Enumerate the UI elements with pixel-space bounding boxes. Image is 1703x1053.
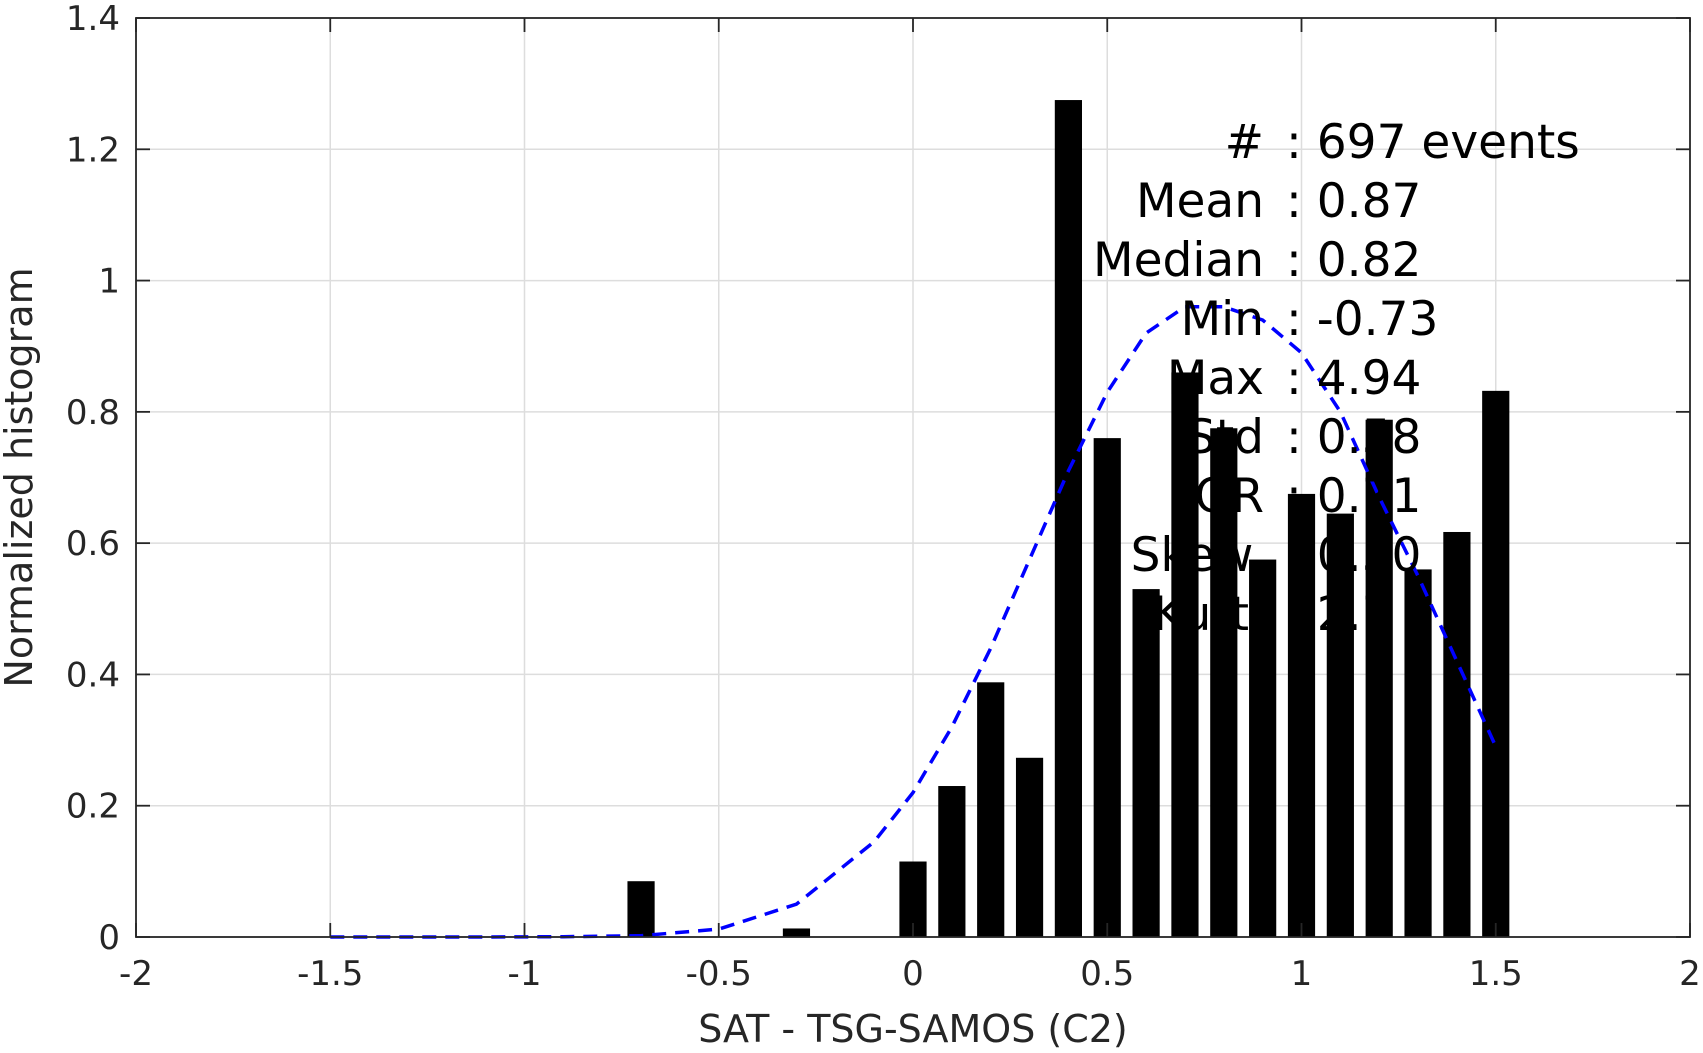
histogram-bar [782,928,811,937]
stat-label: Std [1186,410,1264,465]
y-tick-label: 0.2 [66,787,120,827]
stat-value: : 0.82 [1286,233,1421,288]
x-tick-label: 1.5 [1469,954,1523,994]
y-axis-label: Normalized histogram [0,267,41,687]
y-tick-label: 1.2 [66,130,120,170]
stat-label: Median [1093,233,1264,288]
x-tick-label: -1 [508,954,542,994]
stat-value: : 4.94 [1286,351,1421,406]
y-tick-label: 0 [98,918,120,958]
axes-frame [135,17,1691,938]
stat-value: : 697 events [1286,115,1580,170]
histogram-bar [1093,438,1121,937]
y-tick-label: 0.8 [66,393,120,433]
y-tick-label: 1 [98,262,120,302]
histogram-bar [1171,372,1199,937]
stat-label: Mean [1136,174,1264,229]
stat-label: Skew. [1131,528,1264,583]
x-tick-label: 0 [902,954,924,994]
histogram-bar [1210,428,1238,937]
histogram-bar [1015,757,1044,937]
x-tick-label: 2 [1679,954,1701,994]
histogram-bar [977,682,1005,937]
stat-value: : 0.87 [1286,174,1421,229]
y-tick-labels: 0 0.2 0.4 0.6 0.8 1 1.2 1.4 [66,0,120,958]
x-axis-label: SAT - TSG-SAMOS (C2) [698,1007,1128,1051]
x-tick-label: 1 [1291,954,1313,994]
histogram-bar [938,786,966,937]
histogram-bar [1482,390,1510,937]
histogram-bar [1132,589,1160,937]
histogram-bar [1326,513,1354,937]
x-tick-labels: -2 -1.5 -1 -0.5 0 0.5 1 1.5 2 [119,954,1701,994]
x-tick-label: -1.5 [297,954,363,994]
y-tick-label: 1.4 [66,0,120,39]
x-tick-label: 0.5 [1080,954,1134,994]
stats-annotation: # : 697 events Mean : 0.87 Median : 0.82 Min : … [1093,115,1580,642]
histogram-bar [1054,100,1082,937]
stat-value: : 0.30 [1286,528,1421,583]
stat-value: : -0.73 [1286,292,1438,347]
stat-value: : 2.7 [1286,587,1392,642]
histogram-bar [1249,559,1277,937]
histogram-bar [1287,493,1316,937]
histogram-bar [627,881,655,937]
stat-label: IQR [1180,469,1264,524]
histogram-bar [1365,419,1393,938]
histogram-bar [1404,569,1432,937]
x-tick-label: -2 [119,954,153,994]
stat-label: # [1225,115,1264,170]
stat-value: : 0.58 [1286,410,1421,465]
stat-label: Min [1181,292,1264,347]
histogram-bars [627,100,1510,938]
x-tick-label: -0.5 [686,954,752,994]
stat-label: Max [1167,351,1264,406]
stat-label: Kurt. [1153,587,1264,642]
fit-curve [330,305,1498,939]
y-tick-label: 0.4 [66,655,120,695]
stat-value: : 0.71 [1286,469,1421,524]
histogram-bar [1443,531,1471,937]
y-tick-label: 0.6 [66,524,120,564]
